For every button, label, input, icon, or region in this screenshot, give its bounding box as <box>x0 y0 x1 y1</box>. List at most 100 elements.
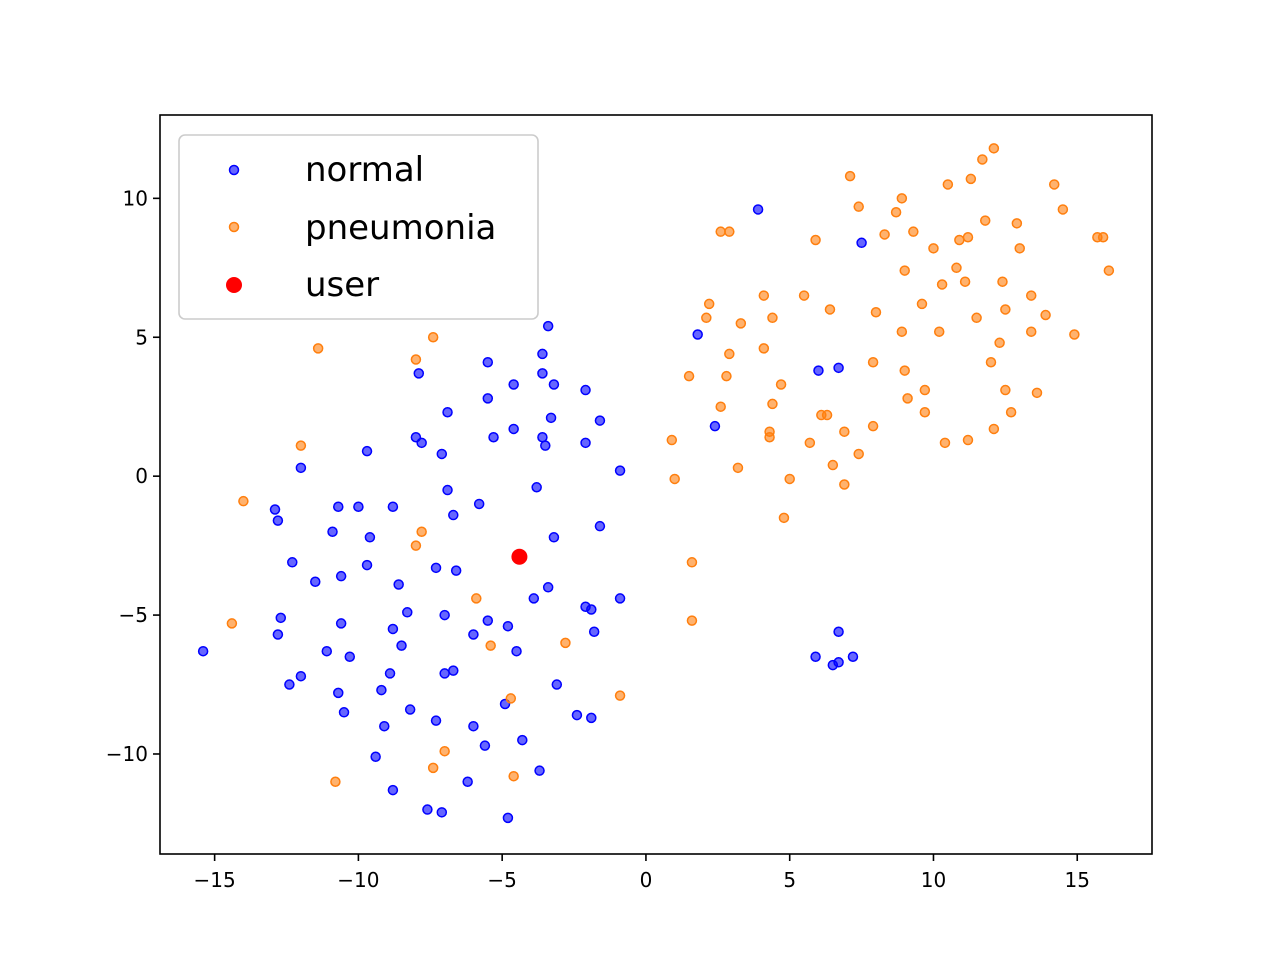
point-pneumonia <box>988 423 1000 435</box>
point-pneumonia <box>890 206 902 218</box>
axes: −15 −10 −5 0 5 10 15 −10 −5 0 5 10 <box>106 186 1090 892</box>
point-normal <box>272 629 284 640</box>
point-pneumonia <box>427 332 439 343</box>
point-normal <box>482 615 494 626</box>
point-pneumonia <box>902 393 913 404</box>
point-normal <box>540 440 551 451</box>
point-pneumonia <box>959 276 971 287</box>
point-pneumonia <box>410 354 422 365</box>
point-pneumonia <box>767 312 778 324</box>
point-normal <box>542 320 554 332</box>
point-normal <box>448 665 459 676</box>
point-pneumonia <box>701 312 712 324</box>
point-pneumonia <box>939 437 951 449</box>
point-normal <box>442 484 453 496</box>
point-normal <box>468 720 479 732</box>
point-normal <box>344 651 356 662</box>
point-normal <box>752 204 764 215</box>
point-pneumonia <box>962 434 974 446</box>
point-normal <box>856 237 867 249</box>
point-normal <box>338 707 350 718</box>
x-tick-label: 0 <box>640 868 653 892</box>
point-normal <box>479 740 491 751</box>
point-pneumonia <box>1069 329 1080 340</box>
point-pneumonia <box>764 432 775 443</box>
point-pneumonia <box>853 448 864 460</box>
point-pneumonia <box>724 348 735 360</box>
point-normal <box>413 368 425 379</box>
point-normal <box>502 620 514 632</box>
point-normal <box>269 504 281 515</box>
point-pneumonia <box>775 379 787 390</box>
point-pneumonia <box>942 179 954 190</box>
point-pneumonia <box>962 231 974 243</box>
point-pneumonia <box>916 298 928 310</box>
point-normal <box>537 348 548 360</box>
point-pneumonia <box>295 440 307 451</box>
point-pneumonia <box>508 770 519 782</box>
point-normal <box>402 607 413 618</box>
point-pneumonia <box>839 479 850 490</box>
point-pneumonia <box>758 290 770 301</box>
x-tick-label: −10 <box>337 868 379 892</box>
point-pneumonia <box>933 326 945 337</box>
point-normal <box>833 362 844 374</box>
point-pneumonia <box>669 473 680 485</box>
point-pneumonia <box>666 434 678 446</box>
point-normal <box>361 445 373 457</box>
plot-frame <box>159 114 1153 855</box>
point-normal <box>335 618 347 629</box>
point-normal <box>310 576 321 587</box>
legend: normal pneumonia user <box>178 134 539 320</box>
point-normal <box>548 532 560 543</box>
point-normal <box>551 679 563 690</box>
point-pneumonia <box>896 193 908 204</box>
point-normal <box>197 645 209 657</box>
point-normal <box>333 501 344 512</box>
point-normal <box>571 709 583 721</box>
point-normal <box>376 684 387 696</box>
point-normal <box>537 368 548 379</box>
point-pneumonia <box>1000 304 1011 315</box>
point-normal <box>580 437 591 449</box>
point-normal <box>335 570 347 582</box>
point-normal <box>393 579 404 590</box>
point-pneumonia <box>471 593 482 604</box>
point-normal <box>436 807 448 818</box>
point-pneumonia <box>778 512 790 524</box>
point-normal <box>404 704 416 715</box>
point-normal <box>545 412 557 424</box>
point-normal <box>448 509 459 521</box>
point-normal <box>833 657 844 668</box>
point-normal <box>436 448 448 460</box>
point-normal <box>284 679 295 690</box>
point-normal <box>321 645 333 657</box>
point-normal <box>387 623 399 635</box>
point-normal <box>588 626 600 637</box>
point-pneumonia <box>908 226 919 237</box>
point-normal <box>614 465 626 476</box>
point-normal <box>396 640 407 651</box>
point-pneumonia <box>758 343 770 354</box>
point-pneumonia <box>951 262 962 274</box>
point-normal <box>295 462 307 474</box>
point-pneumonia <box>994 337 1005 349</box>
point-normal <box>548 379 560 390</box>
point-pneumonia <box>1048 179 1060 190</box>
point-pneumonia <box>1040 309 1051 321</box>
point-pneumonia <box>839 426 850 437</box>
y-tick-label: 10 <box>123 186 148 210</box>
point-pneumonia <box>824 304 836 315</box>
point-pneumonia <box>870 307 882 318</box>
point-normal <box>295 670 307 682</box>
point-pneumonia <box>427 762 439 774</box>
x-tick-label: 10 <box>921 868 946 892</box>
point-pneumonia <box>867 420 879 432</box>
point-pneumonia <box>997 276 1008 287</box>
point-normal <box>511 645 522 657</box>
point-pneumonia <box>732 462 744 474</box>
point-normal <box>482 393 494 404</box>
point-pneumonia <box>804 437 816 449</box>
point-normal <box>508 379 519 390</box>
